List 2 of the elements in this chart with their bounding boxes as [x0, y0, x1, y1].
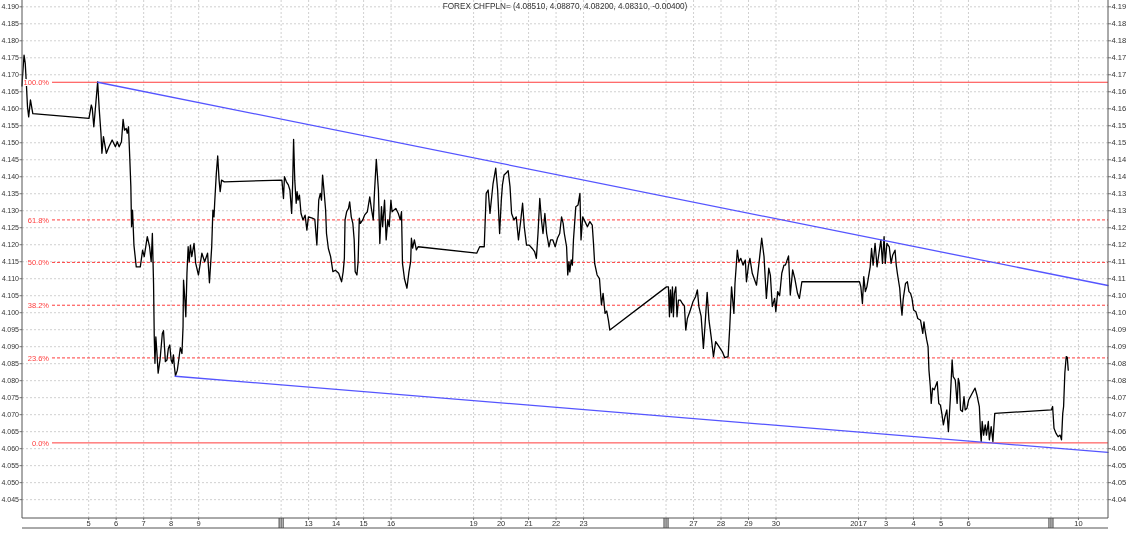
line-series: [21, 54, 1069, 443]
chart-title: FOREX CHFPLN= (4.08510, 4.08870, 4.08200, 4.08310, -0.00400): [442, 1, 688, 11]
